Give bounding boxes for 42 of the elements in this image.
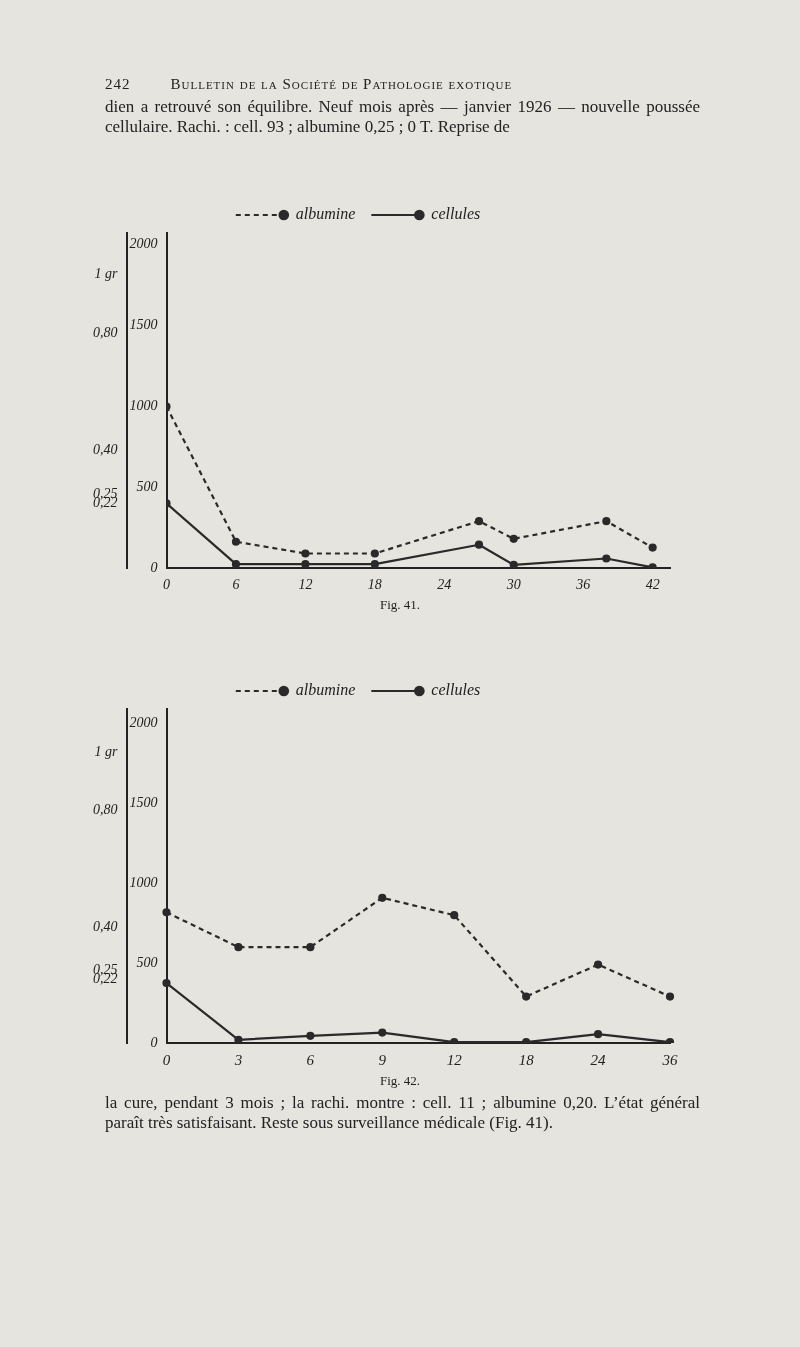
x-tick-label: 24 xyxy=(590,1051,607,1068)
x-tick-label: 0 xyxy=(162,1051,171,1068)
x-tick-label: 18 xyxy=(367,577,382,593)
y2-tick-label: 0,80 xyxy=(93,802,118,818)
x-tick-label: 12 xyxy=(446,1051,463,1068)
y-tick-label: 2000 xyxy=(129,236,158,252)
legend-label: albumine xyxy=(295,681,356,699)
caption: Fig. 42. xyxy=(378,1073,422,1089)
x-tick-label: 18 xyxy=(518,1051,535,1068)
x-tick-label: 24 xyxy=(437,577,452,593)
y2-tick-label: 1 gr xyxy=(94,744,119,760)
y-tick-label: 0 xyxy=(150,559,158,575)
x-tick-label: 0 xyxy=(163,577,170,593)
y-tick-label: 1000 xyxy=(129,397,158,413)
y-tick-label: 1000 xyxy=(129,874,158,890)
x-tick-label: 3 xyxy=(233,1051,243,1068)
y-tick-label: 500 xyxy=(136,478,158,494)
x-tick-label: 12 xyxy=(298,577,313,593)
y2-tick-label: 1 gr xyxy=(94,265,119,281)
y-tick-label: 1500 xyxy=(129,794,158,810)
x-tick-label: 9 xyxy=(378,1051,387,1068)
x-tick-label: 36 xyxy=(661,1051,678,1068)
x-tick-label: 6 xyxy=(232,577,240,593)
x-tick-label: 30 xyxy=(505,577,521,593)
x-tick-label: 36 xyxy=(575,577,591,593)
y-tick-label: 1500 xyxy=(129,316,158,332)
x-tick-label: 6 xyxy=(306,1051,315,1068)
y2-tick-label: 0,40 xyxy=(93,442,118,458)
text: la cure, pendant 3 mois ; la rachi. montre : cell. 11 ; albumine 0,20. L’état général paraît très satisfaisant. Reste sous surveillance médicale (Fig. 41). xyxy=(105,1093,700,1133)
y2-tick-label: 0,40 xyxy=(93,918,118,934)
legend-label: cellules xyxy=(431,681,481,699)
text: dien a retrouvé son équilibre. Neuf mois après — janvier 1926 — nouvelle poussée cellulaire. Rachi. : cell. 93 ; albumine 0,25 ; 0 T. Reprise de xyxy=(105,97,700,137)
caption: Fig. 41. xyxy=(378,597,422,613)
legend-label: cellules xyxy=(431,205,481,223)
text: 242 xyxy=(105,76,131,93)
legend-label: albumine xyxy=(295,205,356,223)
y-tick-label: 0 xyxy=(150,1034,158,1050)
y-tick-label: 2000 xyxy=(129,715,158,731)
y-tick-label: 500 xyxy=(136,954,158,970)
x-tick-label: 42 xyxy=(645,577,660,593)
y2-tick-label: 0,80 xyxy=(93,324,118,340)
text: Bulletin de la Société de Pathologie exotique xyxy=(170,76,513,93)
